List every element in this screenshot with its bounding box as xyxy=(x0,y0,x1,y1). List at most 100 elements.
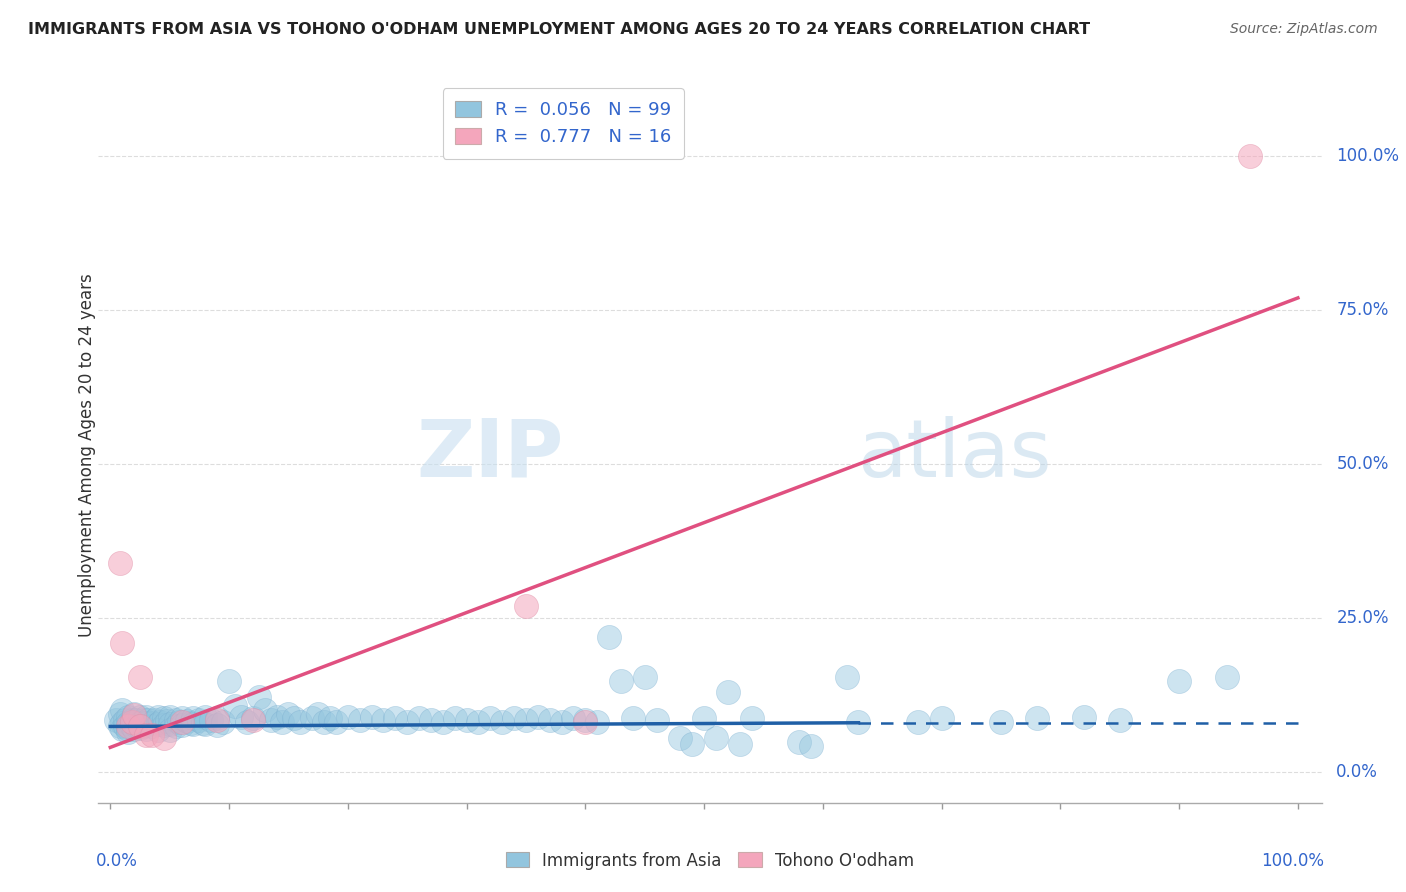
Text: atlas: atlas xyxy=(856,416,1052,494)
Point xyxy=(236,714,259,729)
Point xyxy=(253,703,276,717)
Point xyxy=(242,711,264,725)
Point xyxy=(146,717,169,731)
Point xyxy=(325,714,347,729)
Point xyxy=(125,719,148,733)
Point xyxy=(183,717,205,731)
Point xyxy=(165,719,187,733)
Point xyxy=(931,711,953,725)
Point xyxy=(277,706,299,721)
Point xyxy=(373,714,395,728)
Point xyxy=(408,711,430,725)
Point xyxy=(456,713,478,727)
Point xyxy=(111,715,134,730)
Point xyxy=(117,709,139,723)
Point xyxy=(132,719,155,733)
Point xyxy=(479,711,502,725)
Point xyxy=(224,698,246,713)
Point xyxy=(152,731,174,746)
Point xyxy=(141,715,163,730)
Point xyxy=(136,713,159,727)
Point xyxy=(152,711,174,725)
Point xyxy=(114,713,136,727)
Point xyxy=(117,722,139,736)
Point xyxy=(610,673,633,688)
Point xyxy=(621,711,644,725)
Point xyxy=(247,690,270,704)
Point xyxy=(170,714,193,729)
Point xyxy=(550,714,572,729)
Point xyxy=(574,714,596,729)
Point xyxy=(159,723,181,738)
Point xyxy=(319,711,342,725)
Point xyxy=(907,714,929,729)
Point xyxy=(105,713,128,727)
Point xyxy=(848,714,870,729)
Point xyxy=(645,713,668,727)
Point xyxy=(125,713,148,727)
Point xyxy=(141,728,163,742)
Point xyxy=(432,714,454,729)
Point xyxy=(183,711,205,725)
Text: 25.0%: 25.0% xyxy=(1336,609,1389,627)
Point xyxy=(443,711,465,725)
Point xyxy=(396,714,419,729)
Point xyxy=(271,714,294,729)
Point xyxy=(728,737,751,751)
Point xyxy=(598,630,620,644)
Point xyxy=(141,719,163,733)
Point xyxy=(336,709,359,723)
Point xyxy=(634,669,657,683)
Point xyxy=(200,713,222,727)
Point xyxy=(1025,711,1047,725)
Point xyxy=(467,714,489,729)
Point xyxy=(503,711,526,725)
Point xyxy=(1073,709,1095,723)
Point xyxy=(741,711,763,725)
Point xyxy=(527,709,550,723)
Legend: Immigrants from Asia, Tohono O'odham: Immigrants from Asia, Tohono O'odham xyxy=(498,843,922,878)
Point xyxy=(693,711,716,725)
Point xyxy=(122,708,145,723)
Point xyxy=(165,713,187,727)
Point xyxy=(135,715,157,730)
Text: 100.0%: 100.0% xyxy=(1336,147,1399,165)
Point xyxy=(152,718,174,732)
Text: 50.0%: 50.0% xyxy=(1336,455,1389,473)
Point xyxy=(108,706,131,721)
Point xyxy=(129,719,152,733)
Point xyxy=(122,706,145,721)
Point xyxy=(835,669,858,683)
Point xyxy=(229,709,252,723)
Point xyxy=(259,713,281,727)
Point xyxy=(266,709,288,723)
Point xyxy=(420,713,443,727)
Point xyxy=(307,707,329,722)
Point xyxy=(515,714,537,728)
Y-axis label: Unemployment Among Ages 20 to 24 years: Unemployment Among Ages 20 to 24 years xyxy=(79,273,96,637)
Point xyxy=(135,722,157,736)
Point xyxy=(360,709,382,723)
Point xyxy=(205,718,228,732)
Point xyxy=(491,714,513,729)
Point xyxy=(170,718,193,732)
Point xyxy=(170,711,193,725)
Point xyxy=(800,739,823,753)
Point xyxy=(290,714,312,729)
Point xyxy=(108,556,131,570)
Text: 100.0%: 100.0% xyxy=(1261,852,1324,870)
Point xyxy=(145,713,167,727)
Point xyxy=(135,709,157,723)
Point xyxy=(129,709,152,723)
Point xyxy=(1108,713,1130,727)
Point xyxy=(194,709,217,723)
Point xyxy=(180,716,202,731)
Point xyxy=(717,685,740,699)
Point xyxy=(574,713,596,727)
Point xyxy=(586,714,609,729)
Point xyxy=(111,703,134,717)
Point xyxy=(122,715,145,730)
Point xyxy=(218,673,240,688)
Point xyxy=(990,714,1012,729)
Point xyxy=(515,599,537,613)
